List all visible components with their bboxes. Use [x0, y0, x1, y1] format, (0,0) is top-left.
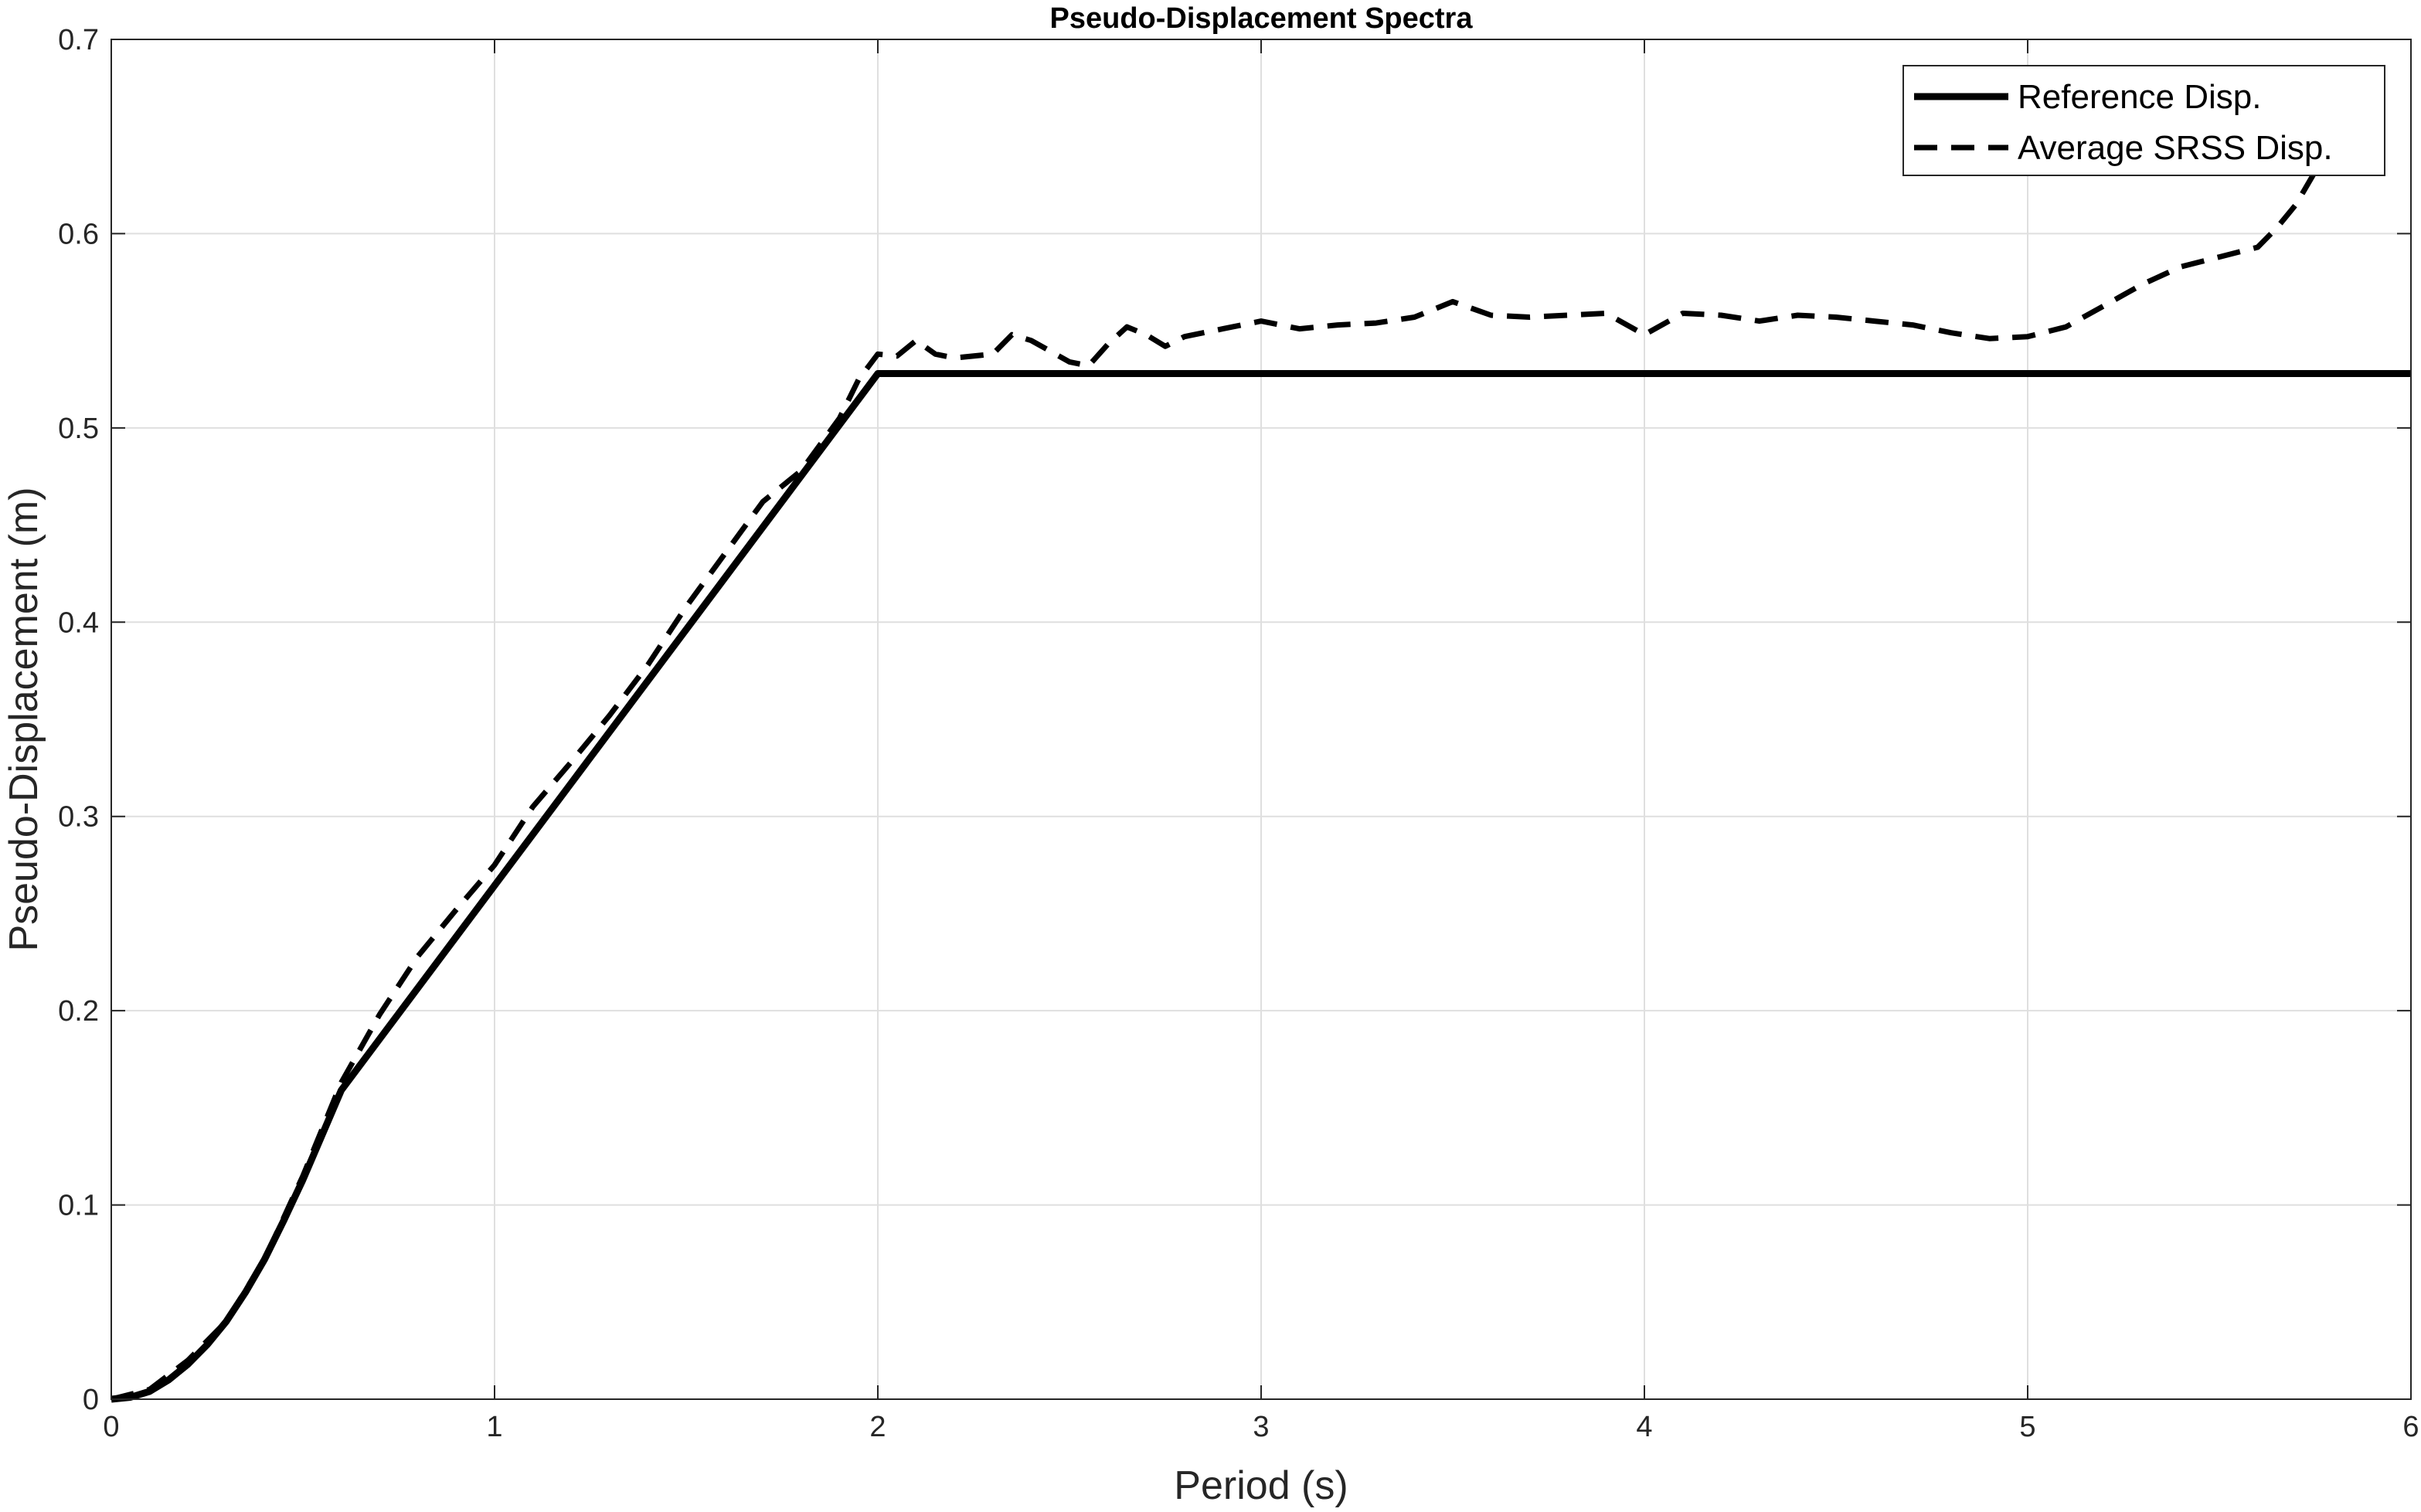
- legend-box: [1902, 65, 2385, 176]
- legend: Reference Disp. Average SRSS Disp.: [1902, 65, 2385, 176]
- y-tick-label: 0: [83, 1384, 99, 1416]
- y-tick-label: 0.1: [58, 1190, 99, 1222]
- series-layer: [111, 170, 2411, 1403]
- y-tick-label: 0.5: [58, 413, 99, 445]
- y-tick-label: 0.7: [58, 24, 99, 56]
- y-tick-label: 0.6: [58, 218, 99, 250]
- x-tick-label: 0: [103, 1411, 119, 1443]
- x-ticks: 0 1 2 3 4 5 6: [103, 39, 2419, 1443]
- series-line-average-srss-disp: [111, 170, 2318, 1402]
- x-tick-label: 4: [1636, 1411, 1652, 1443]
- x-tick-label: 1: [486, 1411, 502, 1443]
- legend-label-reference: Reference Disp.: [2018, 78, 2261, 116]
- y-ticks: 0 0.1 0.2 0.3 0.4 0.5 0.6 0.7: [58, 24, 2411, 1416]
- y-tick-label: 0.3: [58, 801, 99, 834]
- y-tick-label: 0.4: [58, 606, 99, 639]
- y-tick-label: 0.2: [58, 995, 99, 1028]
- x-tick-label: 2: [869, 1411, 886, 1443]
- y-axis-title: Pseudo-Displacement (m): [2, 487, 46, 951]
- x-tick-label: 6: [2402, 1411, 2419, 1443]
- x-axis-title: Period (s): [1174, 1463, 1348, 1508]
- x-tick-label: 5: [2019, 1411, 2035, 1443]
- chart-title: Pseudo-Displacement Spectra: [1050, 2, 1474, 35]
- x-tick-label: 3: [1253, 1411, 1269, 1443]
- legend-label-average-srss: Average SRSS Disp.: [2018, 129, 2333, 167]
